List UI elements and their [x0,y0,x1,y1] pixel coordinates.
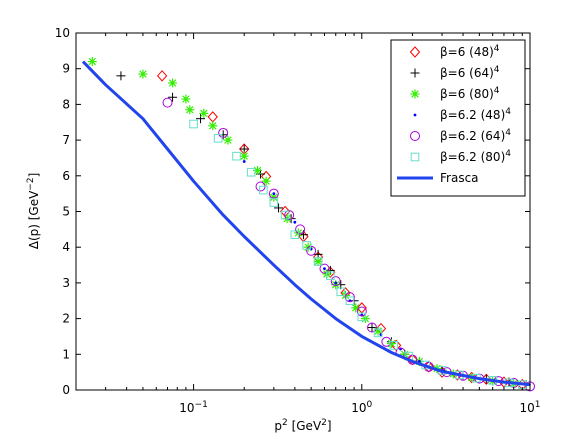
data-point [196,114,206,124]
y-tick-label: 5 [62,205,70,219]
legend-swatch [410,68,420,78]
data-point [295,224,306,235]
data-point [213,134,223,143]
data-point [189,119,198,129]
data-point [199,108,209,118]
x-axis-label: p2 [GeV2] [274,418,331,433]
legend-item: β=6.2 (48)4 [413,107,511,122]
legend-label: β=6 (48)4 [440,44,500,59]
y-tick-label: 10 [55,26,70,40]
data-point [290,230,300,240]
legend-item: β=6.2 (80)4 [410,149,511,164]
data-point [181,94,191,104]
legend-label: Frasca [440,171,479,185]
data-point [302,241,311,250]
legend-box [390,39,526,197]
data-point [336,287,346,297]
y-tick-label: 2 [62,312,70,326]
data-point [274,203,284,213]
y-axis-label: Δ(p) [GeV−2] [26,173,41,250]
legend-swatch [410,131,420,141]
data-point [356,306,367,317]
data-point [156,70,168,82]
data-point [242,160,246,163]
y-tick-label: 1 [62,347,70,361]
data-layer [81,57,535,392]
data-point [330,276,341,287]
data-point [239,151,249,161]
legend-item: β=6 (80)4 [410,86,500,101]
plot-frame [75,32,531,391]
data-point [208,121,218,131]
y-tick-label: 4 [62,240,70,254]
series-6 [81,60,531,387]
data-point [223,135,233,145]
data-point [168,78,178,88]
data-point [253,165,263,175]
data-point [185,105,195,115]
y-tick-label: 8 [62,97,70,111]
data-point [272,192,276,196]
y-tick-label: 0 [62,383,70,397]
data-point [268,188,279,199]
data-point [319,263,330,274]
data-point [386,339,396,349]
data-point [280,210,290,220]
legend-label: β=6 (64)4 [440,65,500,80]
data-point [261,176,271,186]
data-point [284,210,295,221]
data-point [246,167,256,177]
data-point [313,257,323,266]
data-point [389,341,399,350]
legend: β=6 (48)4 β=6 (64)4 β=6 (80)4 β=6.2 (48)4 β=… [390,39,526,197]
legend-items: β=6 (48)4 β=6 (64)4 β=6 (80)4 β=6.2 (48)4 β=… [397,44,511,185]
x-tick-label: 10−1 [179,400,208,415]
legend-item: β=6.2 (64)4 [410,128,511,143]
data-point [218,127,229,138]
data-point [367,323,377,333]
data-point [373,328,383,338]
y-tick-label: 7 [62,133,70,147]
data-point [168,92,178,102]
data-point [162,97,173,108]
data-point [269,198,279,207]
data-point [87,57,97,67]
data-point [323,267,326,271]
y-tick-label: 9 [62,62,70,76]
y-tick-label: 6 [62,169,70,183]
data-point [326,271,335,281]
frasca-curve [81,60,531,387]
legend-item: β=6 (64)4 [410,65,500,80]
x-tick-label: 101 [519,400,540,415]
data-point [357,312,367,322]
data-point [313,256,323,266]
legend-label: β=6.2 (64)4 [440,128,511,143]
axis-ticks: 0 1 2 3 4 5 6 7 8 9 10 10−1 100 101 [55,26,541,415]
legend-swatch [413,113,417,117]
legend-swatch [409,46,421,58]
legend-swatch [410,89,420,99]
legend-label: β=6.2 (48)4 [440,107,511,122]
legend-swatch [410,152,420,162]
data-point [259,185,268,195]
data-point [344,292,355,303]
data-point [306,245,317,256]
x-tick-label: 100 [351,400,372,415]
data-point [116,71,126,81]
legend-label: β=6.2 (80)4 [440,149,511,164]
legend-item: Frasca [397,171,479,185]
legend-label: β=6 (80)4 [440,86,500,101]
data-point [334,281,338,285]
data-point [366,322,377,333]
data-point [138,69,148,79]
data-point [345,296,355,306]
legend-item: β=6 (48)4 [409,44,500,59]
data-point [293,220,297,224]
y-tick-label: 3 [62,276,70,290]
data-point [232,151,241,161]
